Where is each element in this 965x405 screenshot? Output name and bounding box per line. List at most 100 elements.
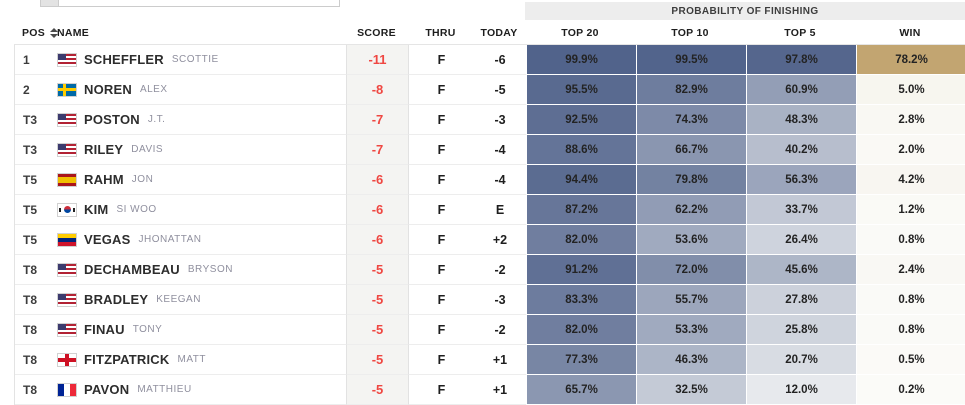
top20-cell: 92.5% <box>526 105 636 135</box>
header-top5[interactable]: TOP 5 <box>784 27 816 39</box>
table-row[interactable]: T5 VEGAS JHONATTAN -6 F +2 82.0% 53.6% 26.4% 0.8% <box>14 225 965 255</box>
flag-us-icon <box>58 263 76 276</box>
score-cell: -6 <box>346 195 409 225</box>
player-last-name: BRADLEY <box>84 292 149 307</box>
win-cell: 78.2% <box>856 45 965 75</box>
flag-us-icon <box>58 143 76 156</box>
score-cell: -5 <box>346 345 409 375</box>
header-score[interactable]: SCORE <box>357 27 396 39</box>
thru-cell: F <box>409 345 474 375</box>
flag-us-icon <box>58 113 76 126</box>
top5-cell: 48.3% <box>746 105 856 135</box>
top5-cell: 27.8% <box>746 285 856 315</box>
header-name[interactable]: NAME <box>57 27 90 39</box>
thru-cell: F <box>409 75 474 105</box>
top20-cell: 77.3% <box>526 345 636 375</box>
player-last-name: DECHAMBEAU <box>84 262 180 277</box>
top20-cell: 87.2% <box>526 195 636 225</box>
player-name-cell: FITZPATRICK MATT <box>58 345 346 375</box>
header-today[interactable]: TODAY <box>480 27 518 39</box>
thru-cell: F <box>409 195 474 225</box>
player-first-name: TONY <box>132 324 163 335</box>
player-first-name: KEEGAN <box>156 294 201 305</box>
flag-eng-icon <box>58 353 76 366</box>
table-row[interactable]: 2 NOREN ALEX -8 F -5 95.5% 82.9% 60.9% 5.0% <box>14 75 965 105</box>
flag-us-icon <box>58 53 76 66</box>
header-win[interactable]: WIN <box>899 27 921 39</box>
score-cell: -7 <box>346 135 409 165</box>
player-name-cell: BRADLEY KEEGAN <box>58 285 346 315</box>
pos-cell: T3 <box>15 105 58 135</box>
top20-cell: 83.3% <box>526 285 636 315</box>
thru-cell: F <box>409 225 474 255</box>
table-row[interactable]: T3 RILEY DAVIS -7 F -4 88.6% 66.7% 40.2% 2.0% <box>14 135 965 165</box>
table-row[interactable]: T5 RAHM JON -6 F -4 94.4% 79.8% 56.3% 4.2% <box>14 165 965 195</box>
top5-cell: 26.4% <box>746 225 856 255</box>
pos-cell: T5 <box>15 225 58 255</box>
top20-cell: 88.6% <box>526 135 636 165</box>
player-first-name: DAVIS <box>131 144 164 155</box>
header-pos[interactable]: POS <box>14 22 59 44</box>
win-cell: 4.2% <box>856 165 965 195</box>
header-top10[interactable]: TOP 10 <box>671 27 709 39</box>
top10-cell: 46.3% <box>636 345 746 375</box>
table-row[interactable]: T8 DECHAMBEAU BRYSON -5 F -2 91.2% 72.0% 45.6% 2.… <box>14 255 965 285</box>
player-last-name: FINAU <box>84 322 125 337</box>
player-first-name: J.T. <box>147 114 166 125</box>
player-last-name: SCHEFFLER <box>84 52 164 67</box>
score-cell: -11 <box>346 45 409 75</box>
today-cell: -6 <box>474 45 526 75</box>
player-last-name: RILEY <box>84 142 124 157</box>
flag-fr-icon <box>58 383 76 396</box>
player-first-name: BRYSON <box>187 264 233 275</box>
pos-cell: T5 <box>15 165 58 195</box>
win-cell: 0.8% <box>856 285 965 315</box>
win-cell: 0.8% <box>856 225 965 255</box>
header-top20[interactable]: TOP 20 <box>561 27 599 39</box>
flag-se-icon <box>58 83 76 96</box>
table-row[interactable]: 1 SCHEFFLER SCOTTIE -11 F -6 99.9% 99.5% 97.8% 78… <box>14 45 965 75</box>
today-cell: +1 <box>474 345 526 375</box>
today-cell: +2 <box>474 225 526 255</box>
pos-cell: T8 <box>15 285 58 315</box>
today-cell: E <box>474 195 526 225</box>
table-row[interactable]: T8 PAVON MATTHIEU -5 F +1 65.7% 32.5% 12.0% 0.2% <box>14 375 965 405</box>
top5-cell: 97.8% <box>746 45 856 75</box>
top5-cell: 45.6% <box>746 255 856 285</box>
top10-cell: 72.0% <box>636 255 746 285</box>
sort-icon[interactable] <box>50 28 59 38</box>
player-first-name: MATT <box>177 354 206 365</box>
table-row[interactable]: T3 POSTON J.T. -7 F -3 92.5% 74.3% 48.3% 2.8% <box>14 105 965 135</box>
player-last-name: POSTON <box>84 112 140 127</box>
header-thru[interactable]: THRU <box>425 27 456 39</box>
thru-cell: F <box>409 45 474 75</box>
pos-cell: T5 <box>15 195 58 225</box>
thru-cell: F <box>409 105 474 135</box>
table-row[interactable]: T8 FITZPATRICK MATT -5 F +1 77.3% 46.3% 20.7% 0.5… <box>14 345 965 375</box>
today-cell: -5 <box>474 75 526 105</box>
pos-cell: 2 <box>15 75 58 105</box>
table-row[interactable]: T5 KIM SI WOO -6 F E 87.2% 62.2% 33.7% 1.2% <box>14 195 965 225</box>
score-cell: -5 <box>346 285 409 315</box>
today-cell: -2 <box>474 255 526 285</box>
today-cell: -2 <box>474 315 526 345</box>
pos-cell: T8 <box>15 375 58 405</box>
player-name-cell: DECHAMBEAU BRYSON <box>58 255 346 285</box>
score-cell: -5 <box>346 315 409 345</box>
top10-cell: 99.5% <box>636 45 746 75</box>
top5-cell: 60.9% <box>746 75 856 105</box>
today-cell: +1 <box>474 375 526 405</box>
table-row[interactable]: T8 FINAU TONY -5 F -2 82.0% 53.3% 25.8% 0.8% <box>14 315 965 345</box>
player-name-cell: NOREN ALEX <box>58 75 346 105</box>
table-row[interactable]: T8 BRADLEY KEEGAN -5 F -3 83.3% 55.7% 27.8% 0.8% <box>14 285 965 315</box>
player-first-name: JON <box>131 174 154 185</box>
truncated-search-input[interactable] <box>40 0 340 7</box>
player-name-cell: RAHM JON <box>58 165 346 195</box>
top20-cell: 65.7% <box>526 375 636 405</box>
top20-cell: 91.2% <box>526 255 636 285</box>
flag-ve-icon <box>58 233 76 246</box>
today-cell: -3 <box>474 285 526 315</box>
flag-us-icon <box>58 323 76 336</box>
top20-cell: 82.0% <box>526 225 636 255</box>
